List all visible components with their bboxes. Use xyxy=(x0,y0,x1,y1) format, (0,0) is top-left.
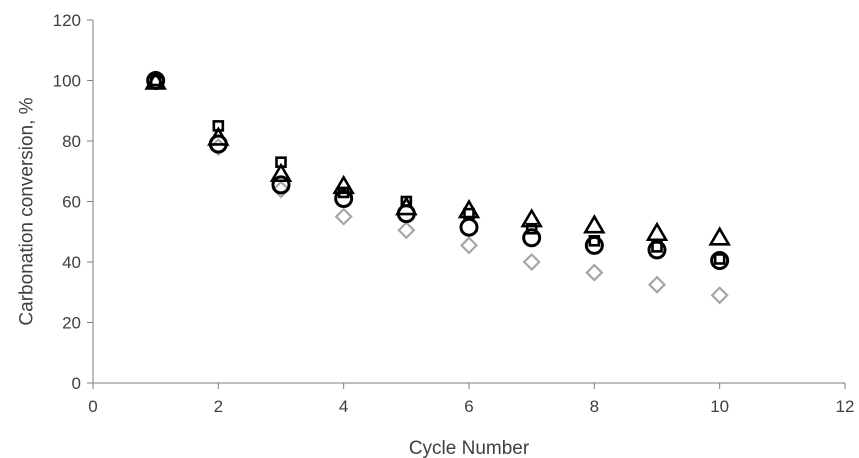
x-tick-label: 2 xyxy=(214,397,223,416)
data-point-circle xyxy=(271,175,291,195)
data-point-diamond xyxy=(522,252,541,272)
series-circle xyxy=(146,71,730,270)
x-tick-label: 0 xyxy=(88,397,97,416)
y-tick-label: 120 xyxy=(53,11,81,30)
data-point-diamond xyxy=(710,286,729,305)
series-square xyxy=(149,74,726,265)
data-point-circle xyxy=(522,228,542,248)
data-point-triangle xyxy=(332,174,355,195)
data-point-circle xyxy=(459,217,479,237)
data-point-circle xyxy=(584,235,604,255)
data-point-triangle xyxy=(583,214,606,234)
data-point-square xyxy=(713,253,726,265)
data-point-circle xyxy=(647,240,667,260)
data-point-diamond xyxy=(647,275,667,294)
data-point-triangle xyxy=(269,162,293,183)
y-tick-label: 40 xyxy=(62,253,81,272)
plot-area xyxy=(144,70,731,305)
data-point-diamond xyxy=(334,207,353,226)
data-point-circle xyxy=(710,250,730,270)
series-triangle xyxy=(144,70,731,246)
data-point-triangle xyxy=(520,208,543,228)
x-tick-label: 4 xyxy=(339,397,348,416)
data-point-diamond xyxy=(271,180,291,199)
data-point-triangle xyxy=(457,198,481,219)
x-tick-label: 8 xyxy=(590,397,599,416)
data-point-diamond xyxy=(459,236,479,255)
data-point-square xyxy=(525,222,538,235)
y-axis-title: Carbonation conversion, % xyxy=(17,97,38,325)
x-tick-label: 12 xyxy=(836,397,855,416)
series-diamond xyxy=(146,71,729,305)
y-tick-label: 0 xyxy=(72,374,81,393)
data-point-circle xyxy=(396,204,416,224)
data-point-diamond xyxy=(397,221,416,240)
x-tick-label: 10 xyxy=(710,397,729,416)
y-tick-label: 80 xyxy=(62,132,81,151)
x-tick-label: 6 xyxy=(464,397,473,416)
x-axis-title: Cycle Number xyxy=(409,438,530,458)
data-point-diamond xyxy=(585,263,604,282)
axes: 0 20 40 60 80 100 120 0 2 4 6 8 10 12 xyxy=(53,11,855,416)
y-tick-label: 100 xyxy=(53,72,81,91)
data-point-circle xyxy=(146,71,166,90)
y-tick-label: 60 xyxy=(62,193,81,212)
y-tick-label: 20 xyxy=(62,314,81,333)
data-point-circle xyxy=(208,134,228,154)
data-point-triangle xyxy=(645,221,669,242)
data-point-circle xyxy=(334,188,354,208)
data-point-triangle xyxy=(708,226,731,246)
